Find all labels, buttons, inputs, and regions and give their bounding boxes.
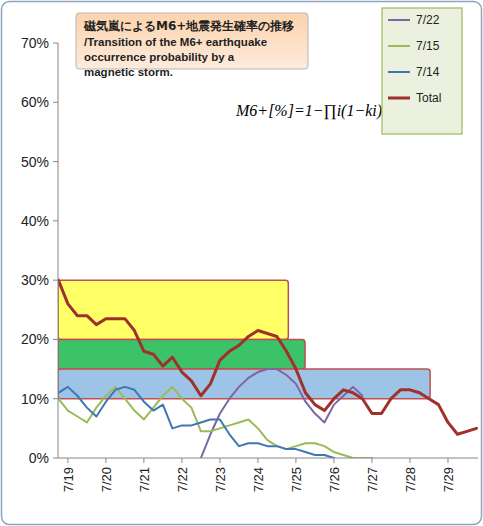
x-tick [143,458,144,463]
subtitle: /Transition of the M6+ earthquake occurre… [84,36,267,78]
x-tick-label: 7/23 [213,467,228,492]
y-tick-label: 10% [21,391,49,407]
y-tick-label: 50% [21,154,49,170]
highlight-band [58,339,305,369]
subtitle-line: occurrence probability by a [84,51,235,63]
y-tick-label: 0% [29,450,49,466]
series-line [58,387,334,458]
x-tick [67,458,68,463]
x-tick [257,458,258,463]
legend-swatch [388,45,410,47]
y-tick-label: 60% [21,94,49,110]
legend-label: 7/14 [416,65,440,79]
y-tick-label: 30% [21,272,49,288]
x-tick-label: 7/19 [61,467,76,492]
y-tick [53,339,58,340]
x-tick-label: 7/22 [175,467,190,492]
title: 磁気嵐によるM6+地震発生確率の推移 [83,19,294,33]
y-tick [53,280,58,281]
y-tick-label: 40% [21,213,49,229]
x-tick-label: 7/26 [327,467,342,492]
legend-label: Total [416,91,441,105]
y-tick-label: 70% [21,35,49,51]
x-tick [447,458,448,463]
outer-frame [2,2,482,525]
highlight-band [58,280,288,339]
legend-box [382,8,462,134]
x-tick-label: 7/27 [365,467,380,492]
legend-label: 7/22 [416,13,440,27]
legend-swatch [388,97,410,100]
legend-swatch [388,19,410,21]
y-tick [53,161,58,162]
series-line [201,369,363,458]
series-line [58,280,476,434]
y-tick [53,43,58,44]
y-tick [53,220,58,221]
x-tick [295,458,296,463]
title-box [76,13,308,69]
legend-swatch [388,71,410,73]
series-line [58,387,372,458]
x-axis-line [58,458,478,459]
x-tick-label: 7/20 [99,467,114,492]
x-tick [333,458,334,463]
y-tick [53,102,58,103]
legend-label: 7/15 [416,39,440,53]
y-tick-label: 20% [21,331,49,347]
x-tick [409,458,410,463]
y-axis-line [58,43,59,458]
x-tick [219,458,220,463]
x-tick-label: 7/24 [251,467,266,492]
x-tick [371,458,372,463]
x-tick-label: 7/29 [441,467,456,492]
y-tick [53,458,58,459]
highlight-band [58,369,430,399]
formula-annotation: M6+[%]=1−∏i(1−ki) [235,102,382,120]
x-tick [105,458,106,463]
chart-container: 0% 10% 20% 30% 40% 50% 60% 70% 7/19 7/20 7/21 7/22 7… [0,0,483,526]
subtitle-line: /Transition of the M6+ earthquake [84,36,267,48]
x-tick-label: 7/28 [403,467,418,492]
chart-svg: 0% 10% 20% 30% 40% 50% 60% 70% 7/19 7/20 7/21 7/22 7… [0,0,483,526]
x-tick-label: 7/21 [137,467,152,492]
x-tick [181,458,182,463]
x-tick-label: 7/25 [289,467,304,492]
y-tick [53,398,58,399]
subtitle-line: magnetic storm. [84,66,173,78]
plot-area [58,280,476,458]
